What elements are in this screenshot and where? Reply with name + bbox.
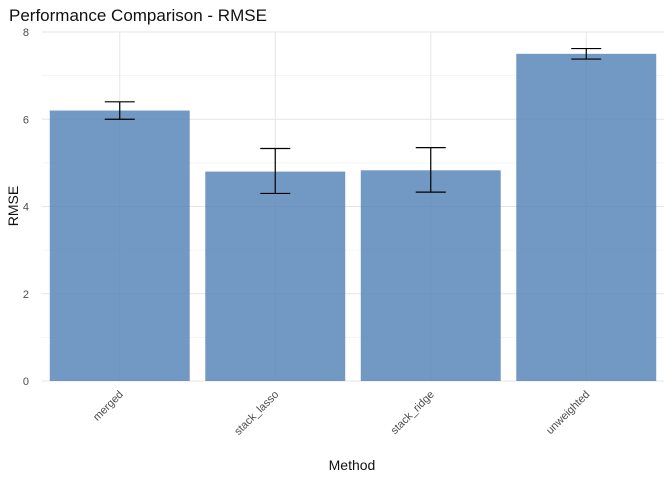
y-tick-label: 2 [23, 289, 29, 301]
error-bar-stack_ridge [415, 147, 446, 193]
bar-unweighted [516, 53, 657, 381]
x-tick-label: merged [91, 389, 126, 424]
chart-title: Performance Comparison - RMSE [9, 6, 267, 25]
y-tick-label: 0 [23, 376, 29, 388]
bar-merged [49, 110, 190, 382]
y-tick-label: 8 [23, 27, 29, 39]
bar-stack_ridge [360, 170, 501, 381]
x-tick-label: stack_lasso [232, 389, 281, 438]
x-tick-label: unweighted [544, 389, 592, 437]
x-axis-ticks: merged stack_lasso stack_ridge unweighted [91, 389, 592, 438]
y-axis-label: RMSE [5, 186, 21, 226]
error-bar-merged [104, 101, 135, 120]
bar-stack_lasso [205, 171, 346, 381]
error-bar-unweighted [571, 47, 602, 60]
y-axis-ticks: 0 2 4 6 8 [23, 27, 29, 388]
y-tick-label: 4 [23, 202, 29, 214]
x-axis-label: Method [329, 457, 376, 473]
y-tick-label: 6 [23, 114, 29, 126]
x-tick-label: stack_ridge [389, 389, 437, 437]
bars [49, 53, 657, 382]
error-bar-stack_lasso [260, 147, 291, 195]
error-bars [104, 47, 602, 195]
